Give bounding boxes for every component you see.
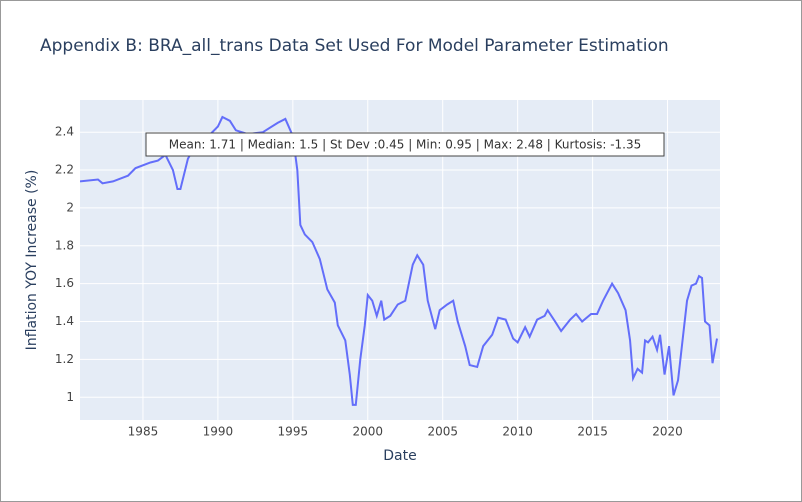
x-tick-label: 2020: [652, 425, 683, 439]
x-tick-label: 2005: [427, 425, 458, 439]
y-tick-label: 2: [66, 200, 74, 214]
x-tick-label: 1985: [128, 425, 159, 439]
y-tick-label: 1.4: [55, 314, 74, 328]
y-tick-label: 2.2: [55, 163, 74, 177]
x-tick-label: 2015: [577, 425, 608, 439]
y-axis-title: Inflation YOY Increase (%): [24, 170, 40, 351]
x-axis-title: Date: [383, 448, 416, 464]
annotation: Mean: 1.71 | Median: 1.5 | St Dev :0.45 …: [169, 138, 642, 152]
y-tick-label: 1: [66, 390, 74, 404]
x-tick-label: 1990: [203, 425, 234, 439]
x-tick-label: 2010: [502, 425, 533, 439]
x-tick-label: 2000: [353, 425, 384, 439]
data-line: [80, 115, 718, 406]
x-tick-label: 1995: [278, 425, 309, 439]
marks: [80, 115, 718, 406]
y-tick-label: 1.6: [55, 276, 74, 290]
y-tick-label: 2.4: [55, 125, 74, 139]
chart-title: Appendix B: BRA_all_trans Data Set Used …: [40, 36, 669, 56]
y-tick-label: 1.2: [55, 352, 74, 366]
y-tick-label: 1.8: [55, 238, 74, 252]
annotation-box: [145, 132, 665, 157]
